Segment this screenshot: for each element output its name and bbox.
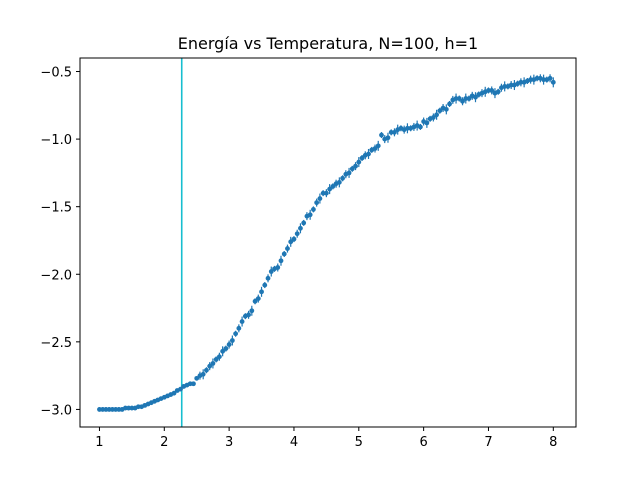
data-point: [550, 79, 556, 85]
data-point: [236, 325, 242, 331]
data-point: [466, 96, 472, 101]
data-point: [434, 112, 440, 118]
data-point: [191, 381, 196, 387]
axes-frame: [79, 57, 577, 428]
data-point: [359, 155, 365, 161]
data-point: [255, 296, 261, 301]
data-point: [239, 319, 245, 324]
x-tick-label: 5: [355, 435, 363, 450]
data-point: [314, 200, 320, 206]
data-point: [372, 146, 378, 151]
x-tick-label: 4: [290, 435, 298, 450]
y-tick-label: −3.0: [40, 403, 72, 418]
x-tick-label: 1: [95, 435, 103, 450]
data-point: [268, 269, 274, 274]
x-tick-label: 2: [160, 435, 168, 450]
data-point: [456, 96, 462, 101]
data-point: [288, 239, 294, 245]
data-point: [489, 88, 495, 93]
plot-area: [97, 58, 556, 427]
data-point: [301, 220, 307, 226]
data-point: [424, 120, 430, 126]
data-point: [430, 115, 436, 120]
data-point: [281, 251, 287, 257]
y-tick-label: −0.5: [40, 66, 72, 81]
data-point: [278, 258, 284, 264]
data-point: [171, 390, 177, 396]
data-point: [226, 342, 232, 347]
x-tick-label: 7: [484, 435, 492, 450]
y-axis: −3.0 −2.5 −2.0 −1.5 −1.0 −0.5: [40, 66, 80, 418]
x-axis: 1 2 3 4 5 6 7 8: [95, 427, 557, 450]
data-point: [252, 298, 258, 304]
data-point: [200, 371, 206, 377]
data-point: [210, 361, 216, 366]
data-point: [294, 231, 300, 237]
data-point: [194, 375, 200, 381]
data-point: [353, 163, 358, 169]
data-point: [291, 236, 297, 242]
data-point: [443, 106, 449, 112]
data-point: [346, 170, 352, 176]
y-tick-label: −1.5: [40, 201, 72, 216]
data-point: [216, 354, 222, 360]
data-point: [473, 94, 478, 100]
data-point: [204, 367, 209, 373]
data-point: [460, 98, 465, 104]
data-point: [330, 184, 336, 189]
data-point: [495, 89, 501, 95]
data-point: [317, 196, 323, 201]
data-point: [447, 101, 452, 107]
data-point: [262, 282, 268, 288]
data-point: [366, 151, 371, 157]
data-point: [223, 346, 229, 352]
data-point: [213, 357, 219, 362]
data-point: [349, 166, 355, 172]
data-point: [285, 246, 290, 251]
data-point: [336, 179, 342, 185]
data-point: [275, 265, 281, 270]
data-point: [385, 135, 391, 141]
data-point: [259, 289, 264, 295]
y-tick-label: −1.0: [40, 133, 72, 148]
chart-title: Energía vs Temperatura, N=100, h=1: [178, 34, 478, 53]
data-point: [437, 108, 443, 114]
data-point: [323, 190, 329, 196]
y-tick-label: −2.5: [40, 336, 72, 351]
data-point: [340, 175, 345, 181]
data-point: [307, 212, 313, 218]
data-point: [207, 363, 213, 369]
data-point: [249, 308, 255, 314]
data-point: [298, 225, 303, 231]
x-tick-label: 3: [225, 435, 233, 450]
data-point: [220, 348, 226, 354]
x-tick-label: 6: [419, 435, 427, 450]
data-point: [356, 159, 362, 165]
x-tick-label: 8: [549, 435, 557, 450]
data-point: [233, 331, 239, 337]
data-point: [392, 129, 397, 135]
data-point: [375, 143, 381, 149]
data-point: [417, 124, 423, 130]
data-point: [178, 386, 183, 392]
y-tick-label: −2.0: [40, 268, 72, 283]
data-point: [246, 312, 251, 318]
data-point: [327, 186, 333, 192]
data-point: [311, 206, 316, 212]
data-point: [265, 275, 271, 281]
data-point: [379, 132, 384, 138]
data-point: [547, 75, 553, 81]
data-point: [229, 338, 235, 343]
